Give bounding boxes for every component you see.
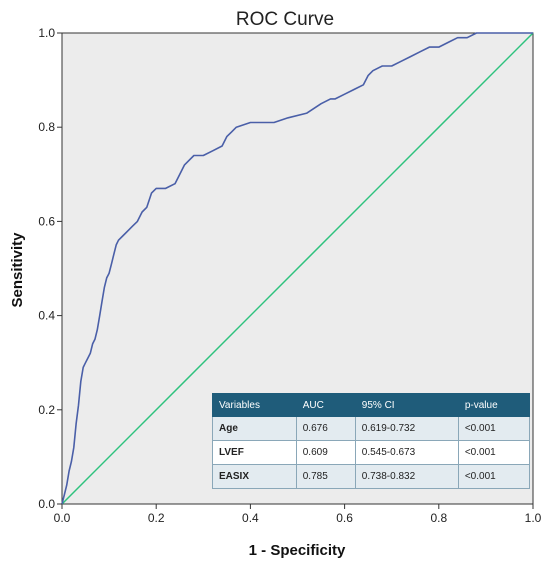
table-cell-auc: 0.676	[295, 416, 356, 441]
table-cell-pvalue: <0.001	[457, 416, 531, 441]
chart-title: ROC Curve	[236, 9, 334, 30]
auc-table: Variables AUC 95% CI p-value Age 0.676 0…	[212, 393, 531, 489]
y-tick-label: 0.2	[38, 403, 55, 417]
table-row: LVEF 0.609 0.545-0.673 <0.001	[212, 440, 531, 465]
table-header-auc: AUC	[295, 393, 356, 417]
table-header-row: Variables AUC 95% CI p-value	[212, 393, 531, 417]
x-tick-label: 0.0	[54, 511, 71, 525]
y-tick-label: 0.4	[38, 309, 55, 323]
x-tick-label: 0.8	[430, 511, 447, 525]
x-tick-label: 0.2	[148, 511, 165, 525]
x-tick-label: 0.6	[336, 511, 353, 525]
table-header-pvalue: p-value	[457, 393, 531, 417]
table-cell-variable: LVEF	[212, 440, 297, 465]
reference-diagonal-line	[61, 32, 534, 505]
table-cell-ci: 0.619-0.732	[354, 416, 459, 441]
table-cell-ci: 0.738-0.832	[354, 464, 459, 489]
table-cell-variable: EASIX	[212, 464, 297, 489]
y-tick-label: 0.8	[38, 120, 55, 134]
table-cell-ci: 0.545-0.673	[354, 440, 459, 465]
y-axis-label: Sensitivity	[9, 232, 26, 308]
y-tick-label: 0.6	[38, 214, 55, 228]
y-tick-label: 0.0	[38, 497, 55, 511]
x-tick-label: 0.4	[242, 511, 259, 525]
x-axis-label: 1 - Specificity	[249, 542, 346, 559]
table-row: EASIX 0.785 0.738-0.832 <0.001	[212, 464, 531, 489]
table-header-variables: Variables	[212, 393, 297, 417]
table-header-ci: 95% CI	[354, 393, 459, 417]
table-row: Age 0.676 0.619-0.732 <0.001	[212, 416, 531, 441]
table-cell-pvalue: <0.001	[457, 440, 531, 465]
table-cell-auc: 0.609	[295, 440, 356, 465]
table-cell-variable: Age	[212, 416, 297, 441]
table-cell-pvalue: <0.001	[457, 464, 531, 489]
y-tick-label: 1.0	[38, 26, 55, 40]
table-cell-auc: 0.785	[295, 464, 356, 489]
roc-curve-line	[61, 32, 533, 505]
x-tick-label: 1.0	[525, 511, 542, 525]
